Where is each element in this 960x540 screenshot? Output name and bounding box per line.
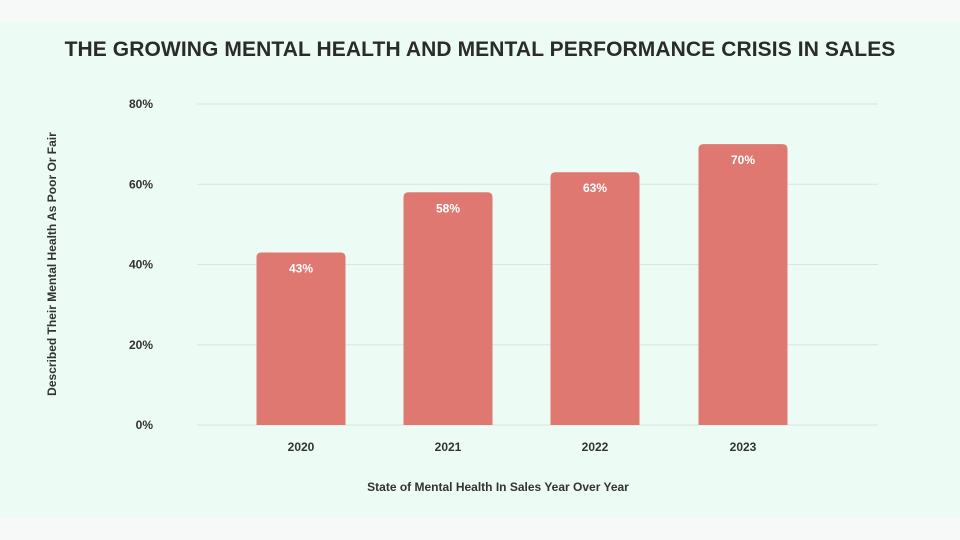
bar-data-label: 43% xyxy=(289,261,313,275)
y-axis-title: Described Their Mental Health As Poor Or… xyxy=(45,132,59,396)
y-tick-label: 40% xyxy=(129,258,153,272)
y-tick-label: 0% xyxy=(136,418,154,432)
x-axis-ticks: 2020 2021 2022 2023 xyxy=(288,440,757,454)
y-tick-label: 80% xyxy=(129,97,153,111)
bar-2021 xyxy=(403,192,493,425)
bar-data-label: 63% xyxy=(583,181,607,195)
bar-data-label: 70% xyxy=(731,153,755,167)
y-axis-ticks: 0% 20% 40% 60% 80% xyxy=(129,97,153,432)
x-tick-label: 2022 xyxy=(582,440,609,454)
bar-2022 xyxy=(550,172,640,425)
x-tick-label: 2020 xyxy=(288,440,315,454)
y-tick-label: 20% xyxy=(129,338,153,352)
y-tick-label: 60% xyxy=(129,177,153,191)
bar-2020 xyxy=(256,252,346,425)
x-tick-label: 2021 xyxy=(435,440,462,454)
bar-data-label: 58% xyxy=(436,201,460,215)
chart-title: THE GROWING MENTAL HEALTH AND MENTAL PER… xyxy=(64,38,896,61)
x-tick-label: 2023 xyxy=(730,440,757,454)
x-axis-title: State of Mental Health In Sales Year Ove… xyxy=(367,480,629,494)
bars: 43% 58% 63% 70% xyxy=(256,144,788,425)
bar-2023 xyxy=(698,144,788,425)
